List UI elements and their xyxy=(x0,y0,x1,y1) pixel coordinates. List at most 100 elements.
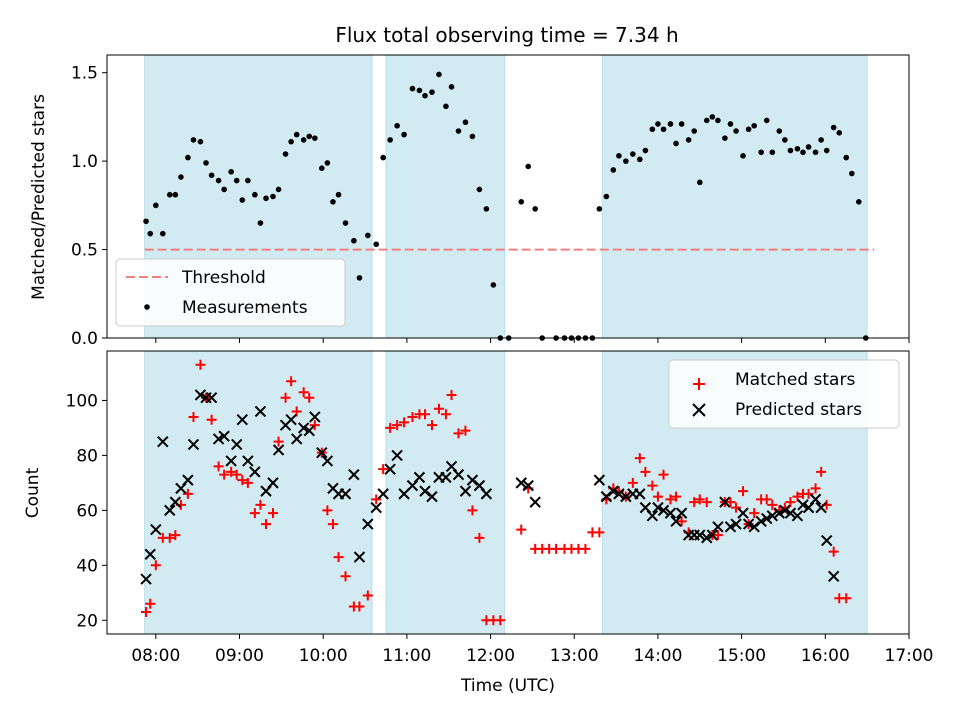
predicted-star-marker xyxy=(413,471,426,484)
measurement-point xyxy=(380,154,386,161)
measurement-point xyxy=(776,128,783,134)
matched-star-marker xyxy=(803,488,814,499)
measurement-point xyxy=(409,85,416,92)
measurement-point xyxy=(257,220,264,226)
count-legend: Matched stars Predicted stars xyxy=(668,359,900,429)
measurement-point xyxy=(275,186,282,193)
matched-star-marker xyxy=(426,420,437,431)
matched-star-marker xyxy=(516,524,527,535)
measurement-point xyxy=(823,147,830,154)
measurement-point xyxy=(178,174,184,180)
observing-windows xyxy=(144,350,868,635)
matched-star-marker xyxy=(261,519,272,530)
measurement-point xyxy=(685,137,692,143)
measurement-point xyxy=(153,202,159,209)
predicted-star-marker xyxy=(719,496,731,508)
matched-star-marker xyxy=(474,532,485,543)
x-tick-label: 16:00 xyxy=(801,646,850,666)
x-tick-label: 11:00 xyxy=(382,646,431,666)
matched-star-marker xyxy=(665,494,676,505)
observing-window-3 xyxy=(601,54,868,339)
predicted-star-marker xyxy=(267,477,279,489)
matched-star-marker xyxy=(725,497,736,508)
matched-star-marker xyxy=(407,411,418,422)
matched-star-marker xyxy=(286,376,297,387)
predicted-star-marker xyxy=(194,389,207,401)
measurement-point xyxy=(436,71,442,78)
predicted-star-marker xyxy=(675,507,688,519)
measurement-point xyxy=(365,232,371,239)
predicted-star-marker xyxy=(761,512,773,525)
measurement-point xyxy=(387,137,393,143)
count-x-ticks: 08:00 09:00 10:00 11:00 12:00 13:00 14:00 15:00… xyxy=(131,634,934,666)
predicted-star-marker xyxy=(737,507,749,519)
ratio-legend-box xyxy=(115,258,346,327)
predicted-star-marker xyxy=(242,455,254,467)
predicted-star-marker xyxy=(205,392,218,404)
legend-matched-swatch xyxy=(693,378,705,390)
predicted-star-marker xyxy=(670,515,682,528)
measurement-point xyxy=(401,131,407,138)
predicted-star-marker xyxy=(290,433,303,445)
matched-star-marker xyxy=(267,508,278,519)
matched-star-marker xyxy=(749,508,760,519)
predicted-star-marker xyxy=(212,433,225,445)
matched-star-marker xyxy=(237,475,248,486)
measurement-point xyxy=(429,89,435,95)
predicted-star-marker xyxy=(225,455,237,467)
matched-star-marker xyxy=(495,615,506,626)
predicted-star-marker xyxy=(821,534,833,547)
measurement-point xyxy=(469,133,476,140)
predicted-star-marker xyxy=(657,504,670,517)
matched-star-marker xyxy=(249,508,260,519)
measurement-point xyxy=(830,124,837,131)
predicted-star-marker xyxy=(187,438,200,451)
measurement-point xyxy=(270,193,276,200)
predicted-star-marker xyxy=(285,413,297,426)
measurement-point xyxy=(812,149,819,156)
ratio-y-ticks: 0.0 0.5 1.0 1.5 xyxy=(71,64,107,349)
predicted-star-marker xyxy=(706,529,719,541)
predicted-star-marker xyxy=(480,488,493,500)
matched-star-marker xyxy=(150,560,161,571)
measurement-point xyxy=(373,241,379,248)
measurement-point xyxy=(306,133,313,140)
measurement-point xyxy=(794,145,801,152)
measurement-point xyxy=(532,206,538,212)
predicted-star-marker xyxy=(297,422,310,434)
matched-star-marker xyxy=(460,425,471,436)
measurement-point xyxy=(330,199,336,205)
ratio-measurements xyxy=(143,71,869,341)
predicted-star-marker xyxy=(773,507,785,519)
matched-star-marker xyxy=(399,417,410,428)
measurement-point xyxy=(758,149,764,156)
predicted-star-marker xyxy=(791,510,804,522)
predicted-star-marker xyxy=(712,521,724,533)
predicted-star-marker xyxy=(254,405,267,418)
predicted-star-marker xyxy=(613,488,625,500)
matched-star-marker xyxy=(634,453,645,464)
matched-star-marker xyxy=(195,359,206,370)
predicted-star-marker xyxy=(339,488,352,500)
measurement-point xyxy=(696,179,703,186)
matched-star-marker xyxy=(640,466,651,477)
matched-star-marker xyxy=(841,593,852,604)
predicted-star-marker xyxy=(600,490,613,503)
measurement-point xyxy=(455,128,462,134)
matched-star-marker xyxy=(378,464,389,475)
legend-matched-label: Matched stars xyxy=(735,370,855,390)
measurement-point xyxy=(691,128,698,134)
measurement-point xyxy=(616,153,622,159)
measurement-point xyxy=(855,199,862,205)
measurement-point xyxy=(239,197,246,203)
matched-star-marker xyxy=(362,590,373,601)
matched-star-marker xyxy=(420,409,431,420)
matched-star-marker xyxy=(828,546,839,557)
measurement-point xyxy=(836,130,843,136)
predicted-star-marker xyxy=(664,507,677,519)
matched-star-marker xyxy=(226,466,237,477)
x-tick-label: 14:00 xyxy=(633,646,682,666)
predicted-star-marker xyxy=(779,504,791,517)
measurement-point xyxy=(324,160,331,166)
predicted-star-marker xyxy=(466,474,479,486)
